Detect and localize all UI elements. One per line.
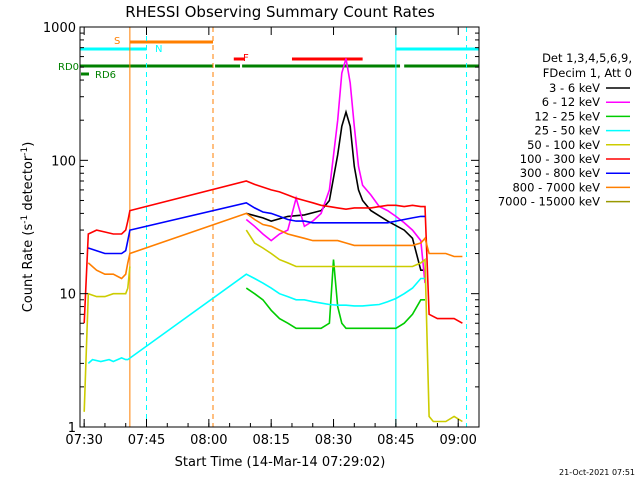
x-tick-label: 07:30	[65, 433, 102, 448]
flag-bars: S N F RD0 RD6	[58, 36, 479, 81]
y-axis-label-exp2: -1	[20, 147, 30, 156]
flag-rd6-label: RD6	[95, 70, 116, 81]
legend: Det 1,3,4,5,6,9, FDecim 1, Att 0 3 - 6 k…	[498, 51, 632, 209]
flag-n-label: N	[155, 44, 162, 55]
series-line	[245, 58, 426, 284]
legend-label: 12 - 25 keV	[534, 109, 600, 123]
y-tick-label: 1	[68, 421, 76, 436]
y-tick-label: 10	[59, 288, 76, 303]
y-axis-label: Count Rate (s-1 detector-1)	[20, 142, 36, 313]
x-tick-label: 08:15	[252, 433, 289, 448]
series-line	[87, 273, 425, 364]
series-line	[83, 180, 463, 324]
legend-header-line2: FDecim 1, Att 0	[543, 66, 632, 80]
series-line	[87, 212, 463, 280]
flag-f-label: F	[243, 53, 249, 64]
flag-rd0-label: RD0	[58, 62, 79, 73]
legend-label: 7000 - 15000 keV	[498, 195, 600, 209]
series-lines	[83, 58, 463, 423]
footer-date: 21-Oct-2021 07:51	[559, 468, 635, 477]
series-line	[88, 201, 425, 255]
series-line	[246, 109, 425, 271]
x-axis-ticks: 07:30 07:45 08:00 08:15 08:30 08:45 09:00	[65, 27, 480, 448]
chart-title: RHESSI Observing Summary Count Rates	[125, 3, 435, 21]
legend-header-line1: Det 1,3,4,5,6,9,	[542, 51, 632, 65]
y-axis-ticks: 1 10 100 1000	[43, 21, 479, 436]
legend-label: 100 - 300 keV	[520, 152, 600, 166]
legend-label: 50 - 100 keV	[527, 138, 600, 152]
y-tick-label: 1000	[43, 21, 76, 36]
flag-s-label: S	[114, 36, 120, 47]
x-tick-label: 08:30	[315, 433, 352, 448]
x-tick-label: 09:00	[439, 433, 476, 448]
legend-label: 800 - 7000 keV	[512, 180, 600, 194]
legend-label: 300 - 800 keV	[520, 166, 600, 180]
legend-label: 3 - 6 keV	[549, 81, 600, 95]
x-tick-label: 07:45	[128, 433, 165, 448]
y-axis-label-part2: detector	[21, 155, 36, 215]
y-tick-label: 100	[51, 154, 76, 169]
x-axis-label: Start Time (14-Mar-14 07:29:02)	[175, 455, 386, 470]
series-line	[83, 229, 463, 423]
legend-label: 25 - 50 keV	[534, 124, 600, 138]
y-axis-label-part3: )	[21, 142, 36, 147]
x-tick-label: 08:00	[190, 433, 227, 448]
x-tick-label: 08:45	[377, 433, 414, 448]
y-axis-label-exp1: -1	[20, 215, 30, 224]
plot-frame	[79, 26, 480, 428]
series-line	[245, 259, 425, 330]
legend-label: 6 - 12 keV	[542, 95, 600, 109]
y-axis-label-part1: Count Rate (s	[21, 224, 36, 313]
